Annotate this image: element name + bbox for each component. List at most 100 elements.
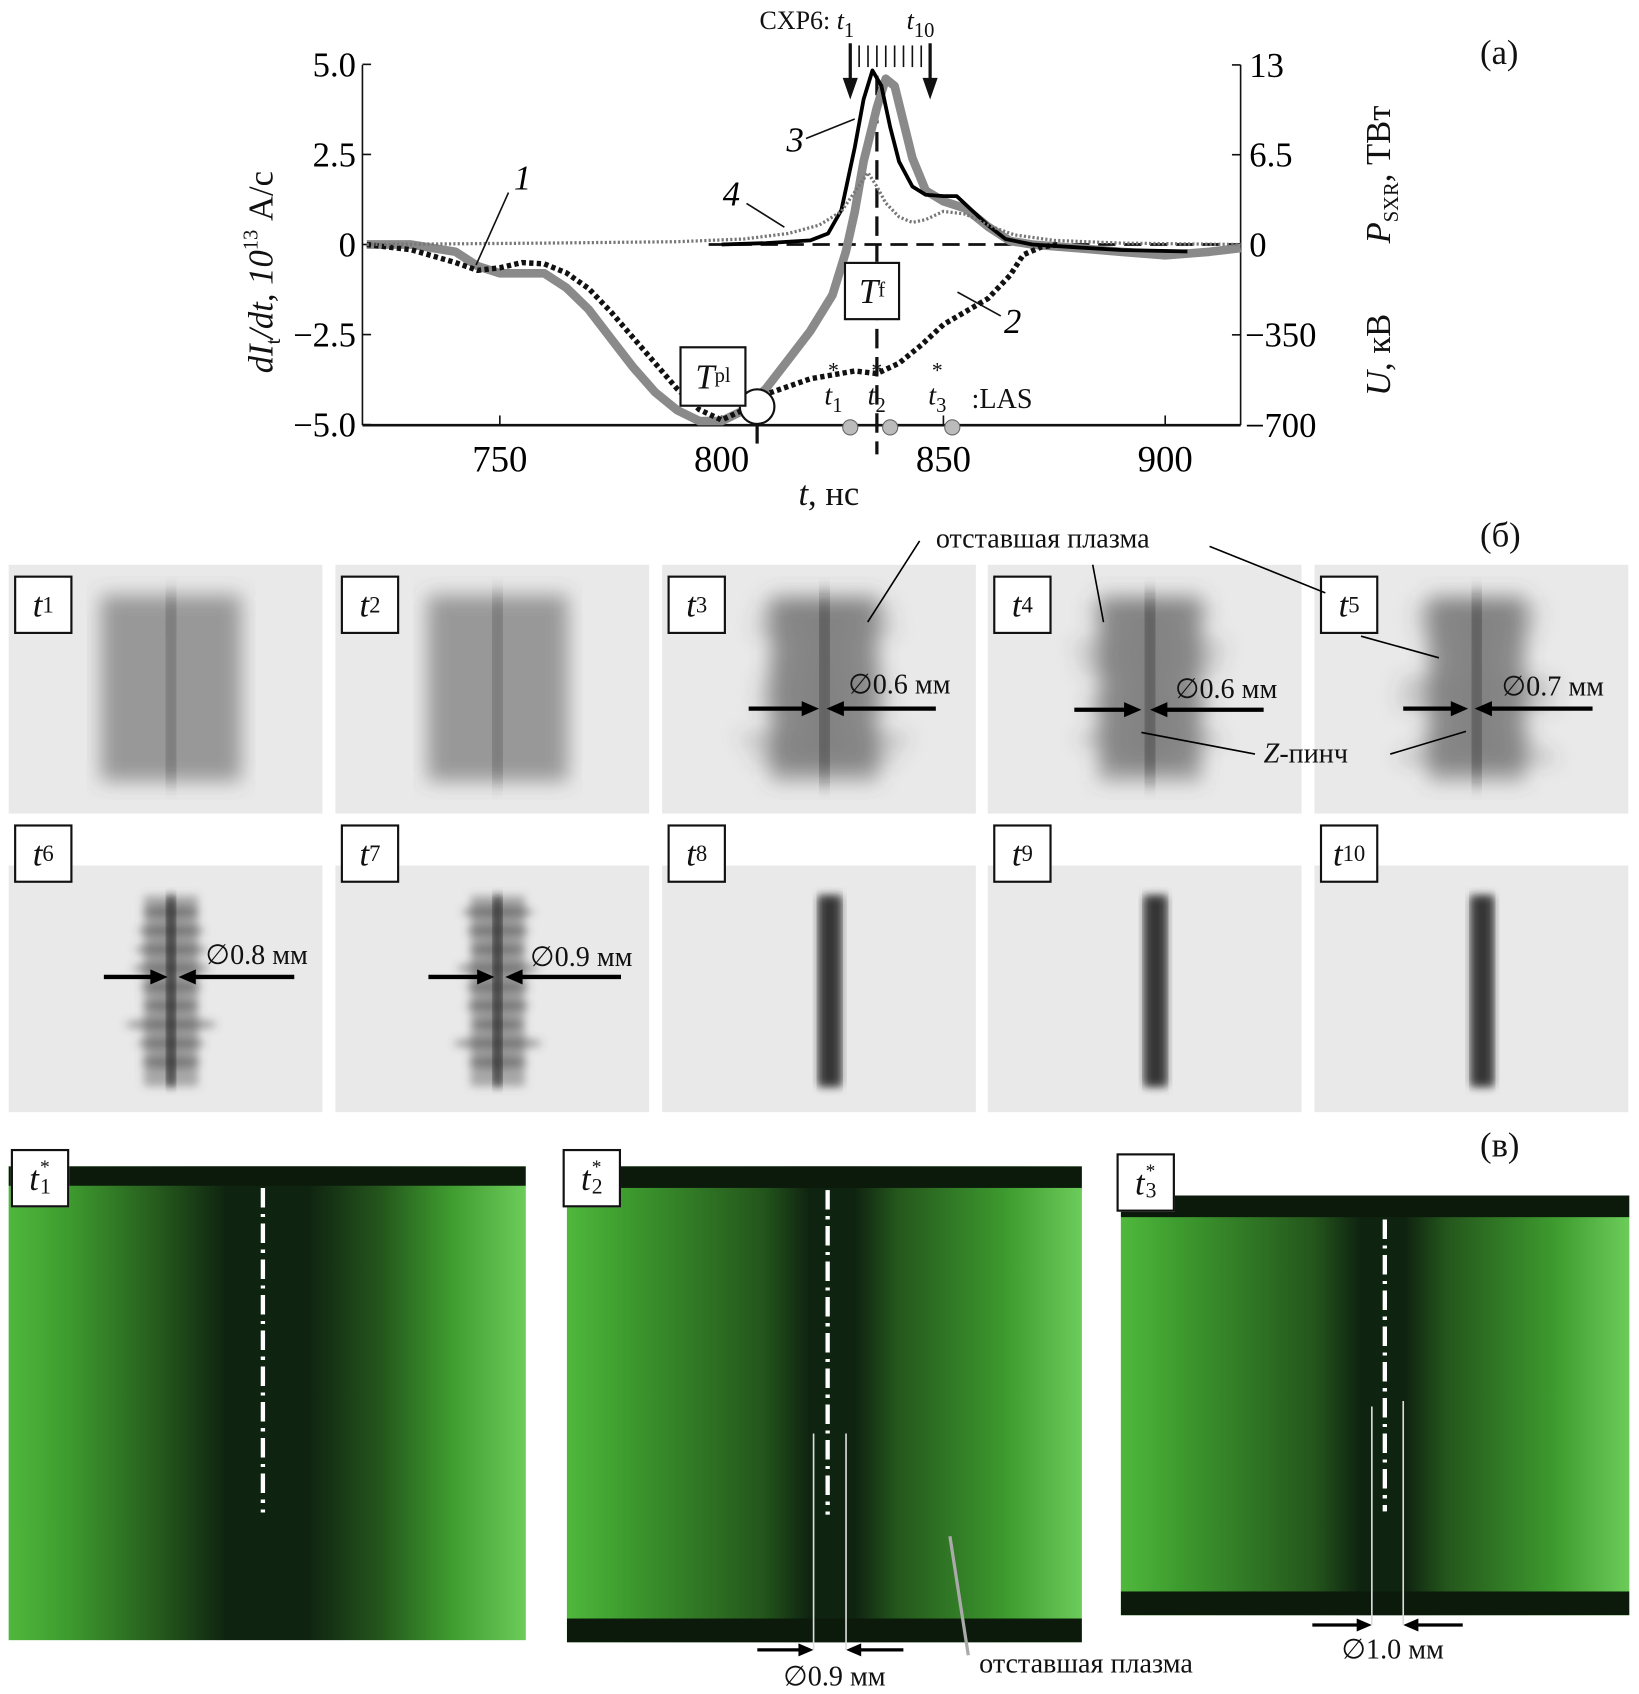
y-axis-right-lower-label: U, кВ [1358,313,1398,396]
series-label-1: 1 [514,159,531,197]
arrowhead [1474,701,1492,717]
laser-frame-label: t * 2 [562,1148,622,1208]
chart-a: 750 800 850 9005.02.50−2.5−5.0136.50−350−70… [293,43,1316,480]
y-tick-label-right: 13 [1249,47,1284,85]
cxp6-label: CXP6: t1 [759,7,855,43]
series-4-line [366,171,1241,247]
axis-dashdot-line [825,1190,830,1515]
leader-line [867,540,921,623]
arrowhead [1150,702,1168,718]
frame-image [662,564,976,814]
leader-line [1390,730,1467,755]
x-tick-label: 750 [472,439,527,480]
las-star: * [931,359,943,383]
electrode-bar-top [1120,1195,1630,1218]
arrowhead [846,1643,862,1657]
series-leader-line [805,118,856,140]
y-tick-label-right: −350 [1245,317,1316,355]
las-point [842,419,859,436]
y-tick-label-right: −700 [1245,407,1316,445]
series-label-4: 4 [723,176,740,214]
y-tick-label-left: −2.5 [293,316,356,354]
arrowhead [477,969,495,985]
frame-image [1314,865,1629,1113]
axis-dashdot-line [1382,1219,1387,1512]
arrowhead [150,969,168,985]
diameter-t6: ∅0.8 мм [205,939,308,971]
diameter-t3: ∅0.6 мм [848,668,951,700]
panel-label-c: (в) [1480,1125,1520,1165]
x-tick-label: 900 [1138,439,1193,480]
panel-label-b: (б) [1480,514,1521,554]
series-label-3: 3 [786,121,804,159]
cxp6-last-frame-label: t10 [906,7,935,43]
las-point [882,419,899,436]
series-leader-line [475,192,510,266]
z-pinch-label: Z-пинч [1263,737,1348,770]
leader-line [1209,545,1326,594]
trailing-plasma-label: отставшая плазма [935,522,1150,554]
series-leader-line [957,291,1002,317]
arrowhead [1403,1618,1419,1632]
frame-image [335,564,650,814]
laser-shadowgram [8,1166,526,1641]
frame-label: t 10 [1319,824,1379,883]
frame-image [8,564,323,814]
leader-line [1141,731,1256,755]
las-time-label: * t3 [928,359,947,418]
leader-line [948,1536,970,1656]
diameter-laser-t3: ∅1.0 мм [1341,1633,1444,1666]
frame-image [8,865,323,1113]
y-tick-label-left: −5.0 [293,407,356,445]
las-label: :LAS [971,382,1033,415]
y-axis-left-label: dIt/dt, 1013 А/с [240,171,286,374]
arrowhead [798,1643,814,1657]
arrowhead [801,701,819,717]
x-tick-label: 850 [916,439,971,480]
electrode-bar-top [8,1166,526,1186]
frame-image [335,865,650,1113]
trailing-plasma-laser-label: отставшая плазма [979,1647,1193,1680]
arrowhead [178,969,196,985]
las-star: * [871,359,883,383]
las-time-label: * t2 [867,359,886,418]
axis-dashdot-line [260,1187,266,1513]
panel-label-a: (a) [1480,32,1519,72]
series-label-2: 2 [1004,303,1021,341]
arrowhead [1124,702,1142,718]
electrode-bar-bottom [566,1618,1082,1643]
series-3-line [721,68,1188,254]
y-tick-label-right: 6.5 [1249,137,1292,175]
las-time-label: * t1 [824,359,843,418]
series-2-line [366,241,1060,423]
series-leader-line [746,202,785,228]
y-tick-label-left: 2.5 [313,136,356,174]
las-point [944,419,961,436]
cxp6-arrowhead [922,77,938,100]
laser-frame-label: t * 1 [10,1148,70,1208]
electrode-bar-bottom [1120,1591,1630,1616]
x-tick-label: 800 [694,439,749,480]
laser-shadowgram [1120,1195,1630,1616]
frame-image [987,865,1302,1113]
arrowhead [826,701,844,717]
diameter-t4: ∅0.6 мм [1174,672,1278,705]
y-tick-label-left: 5.0 [313,46,356,84]
electrode-bar-top [566,1166,1082,1188]
diameter-t7: ∅0.9 мм [530,941,633,973]
frame-annotations [103,540,1593,985]
y-axis-right-upper-label: PSXR, ТВт [1358,105,1404,244]
leader-line [1360,635,1440,659]
x-axis-label: t, нс [798,473,860,513]
y-tick-label-right: 0 [1249,226,1266,264]
